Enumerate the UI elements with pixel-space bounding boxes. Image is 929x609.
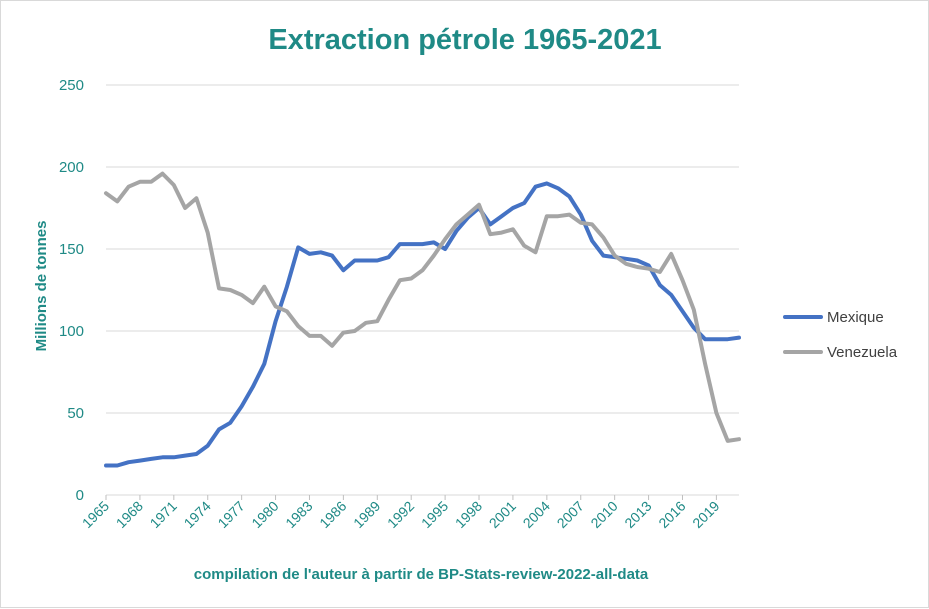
x-tick-label: 1998 xyxy=(452,498,485,531)
x-tick-label: 1995 xyxy=(418,498,451,531)
y-tick-label: 150 xyxy=(59,241,84,258)
x-tick-label: 1977 xyxy=(214,498,247,531)
x-tick-label: 1983 xyxy=(282,498,315,531)
x-tick-label: 2004 xyxy=(520,498,553,531)
x-tick-label: 1986 xyxy=(316,498,349,531)
x-tick-label: 2019 xyxy=(689,498,722,531)
x-axis-ticks: 1965 1968 1971 1974 1977 1980 1983 1986 1989 1992… xyxy=(79,495,723,531)
legend-label: Mexique xyxy=(827,309,884,326)
y-axis-title: Millions de tonnes xyxy=(33,221,50,352)
y-axis-ticks: 0 50 100 150 200 250 xyxy=(59,77,84,504)
y-tick-label: 100 xyxy=(59,323,84,340)
legend: Mexique Venezuela xyxy=(783,309,898,361)
x-tick-label: 1989 xyxy=(350,498,383,531)
x-tick-label: 1980 xyxy=(248,498,281,531)
chart-title: Extraction pétrole 1965-2021 xyxy=(268,24,661,56)
x-tick-label: 1971 xyxy=(147,498,180,531)
x-tick-label: 2007 xyxy=(554,498,587,531)
x-tick-label: 2016 xyxy=(655,498,688,531)
series-line-mexique xyxy=(104,181,741,468)
x-tick-label: 2001 xyxy=(486,498,519,531)
x-tick-label: 1968 xyxy=(113,498,146,531)
x-tick-label: 2013 xyxy=(621,498,654,531)
x-tick-label: 1974 xyxy=(181,498,214,531)
series-line-venezuela xyxy=(104,171,741,443)
x-tick-label: 2010 xyxy=(587,498,620,531)
y-tick-label: 200 xyxy=(59,159,84,176)
x-axis-title: compilation de l'auteur à partir de BP-S… xyxy=(194,566,649,583)
gridlines xyxy=(106,84,739,496)
legend-label: Venezuela xyxy=(827,344,898,361)
series-lines xyxy=(104,171,741,468)
y-tick-label: 50 xyxy=(67,405,84,422)
y-tick-label: 0 xyxy=(76,487,84,504)
y-tick-label: 250 xyxy=(59,77,84,94)
x-tick-label: 1992 xyxy=(384,498,417,531)
